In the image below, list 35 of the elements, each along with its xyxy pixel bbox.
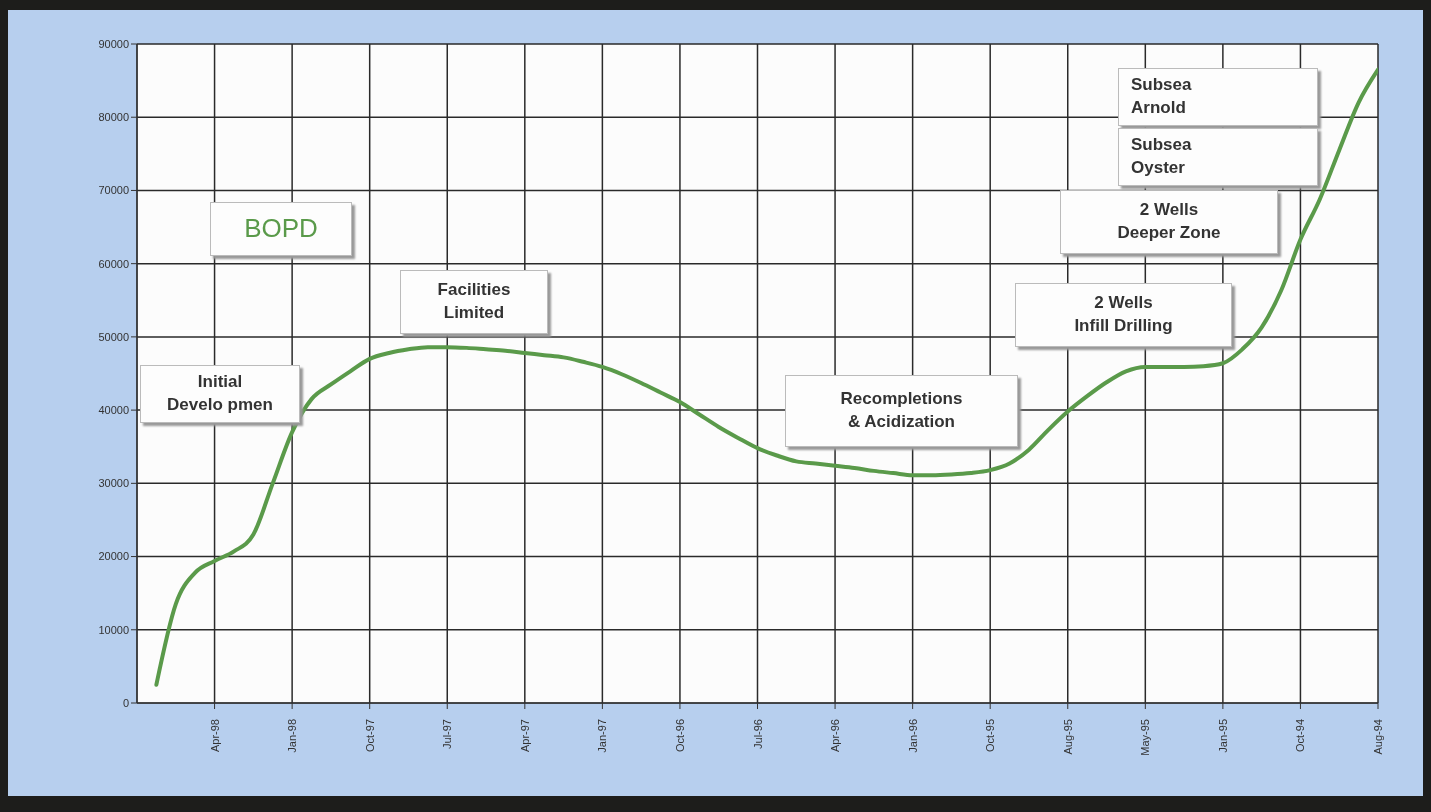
note-box: 2 Wells Infill Drilling xyxy=(1015,283,1232,347)
note-box: 2 Wells Deeper Zone xyxy=(1060,190,1278,254)
note-box: Recompletions & Acidization xyxy=(785,375,1018,447)
y-tick-label: 0 xyxy=(122,696,129,709)
y-tick-label: 70000 xyxy=(98,184,129,197)
x-tick-label: Apr-96 xyxy=(829,719,842,753)
y-tick-label: 20000 xyxy=(98,550,129,563)
y-tick-label: 60000 xyxy=(98,257,129,270)
x-tick-label: Oct-97 xyxy=(363,719,376,753)
y-tick-label: 10000 xyxy=(98,623,129,636)
x-tick-label: Oct-96 xyxy=(673,719,686,753)
x-tick-label: Aug-94 xyxy=(1372,719,1384,755)
x-tick-label: Jan-97 xyxy=(596,719,609,753)
x-tick-label: Oct-94 xyxy=(1294,719,1307,753)
x-tick-label: Jan-98 xyxy=(286,719,299,753)
line-series xyxy=(154,67,1378,687)
y-tick-label: 90000 xyxy=(98,37,129,50)
x-tick-label: Oct-95 xyxy=(984,719,997,753)
y-tick-label: 50000 xyxy=(98,330,129,343)
note-box: Subsea Arnold xyxy=(1118,68,1318,126)
x-tick-label: Jul-96 xyxy=(751,719,764,749)
y-tick-label: 30000 xyxy=(98,477,129,490)
x-tick-label: Jan-95 xyxy=(1216,719,1229,753)
x-tick-label: Aug-95 xyxy=(1061,719,1074,755)
x-tick-label: Apr-98 xyxy=(208,719,221,753)
note-box: Facilities Limited xyxy=(400,270,548,334)
note-box: BOPD xyxy=(210,202,352,256)
note-box: Initial Develo pmen xyxy=(140,365,300,423)
note-box: Subsea Oyster xyxy=(1118,128,1318,186)
x-tick-label: Jan-96 xyxy=(906,719,919,753)
y-tick-label: 40000 xyxy=(98,404,129,417)
x-tick-label: Apr-97 xyxy=(518,719,531,753)
x-tick-label: Jul-97 xyxy=(441,719,454,749)
x-tick-label: May-95 xyxy=(1139,719,1152,756)
y-tick-label: 80000 xyxy=(98,111,129,124)
